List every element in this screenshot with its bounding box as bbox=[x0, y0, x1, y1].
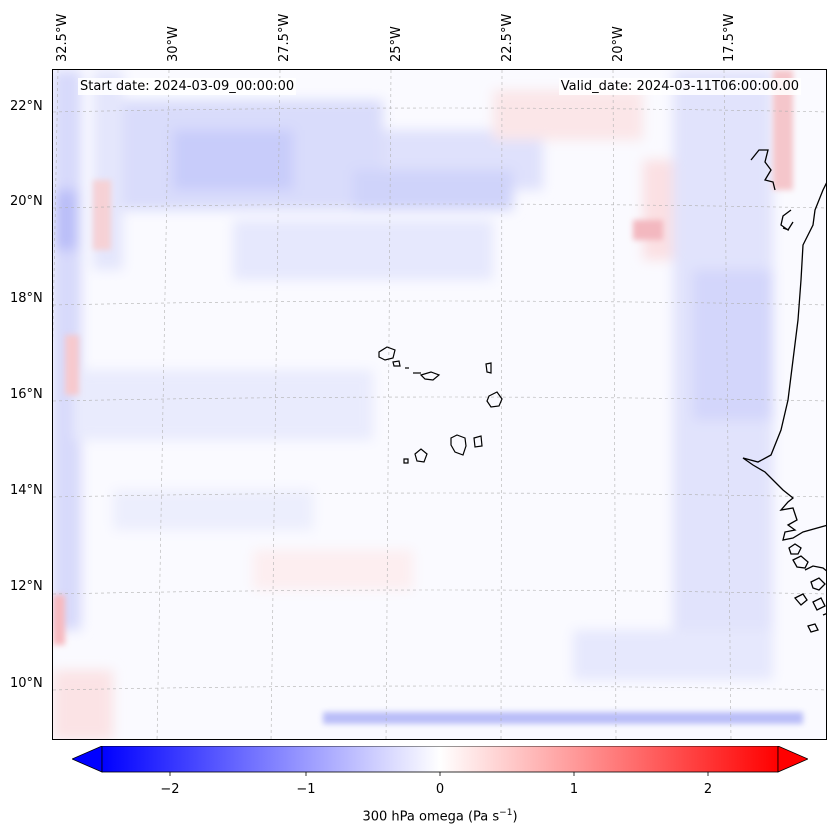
lat-label-10n: 10°N bbox=[10, 676, 43, 691]
lat-label-22n: 22°N bbox=[10, 99, 43, 114]
colorbar-tick-label: −1 bbox=[296, 782, 316, 797]
colorbar-gradient bbox=[101, 746, 779, 773]
field-bands bbox=[53, 70, 803, 724]
lat-label-14n: 14°N bbox=[10, 483, 43, 498]
lon-label-30w: 30°W bbox=[166, 26, 181, 62]
lon-label-27-5w: 27.5°W bbox=[277, 13, 292, 62]
colorbar-tick-label: 2 bbox=[703, 782, 713, 797]
lon-label-25w: 25°W bbox=[389, 26, 404, 62]
colorbar-label-main: 300 hPa omega (Pa s bbox=[362, 809, 500, 825]
lon-label-20w: 20°W bbox=[611, 26, 626, 62]
colorbar-extend-high bbox=[777, 746, 808, 773]
cape-verde-islands bbox=[378, 346, 503, 464]
colorbar-extend-low bbox=[72, 746, 103, 773]
colorbar bbox=[72, 746, 808, 776]
lon-label-17-5w: 17.5°W bbox=[722, 13, 737, 62]
colorbar-label-exponent: −1 bbox=[499, 808, 513, 818]
lon-label-22-5w: 22.5°W bbox=[500, 13, 515, 62]
valid-date-label: Valid_date: 2024-03-11T06:00:00.00 bbox=[558, 78, 801, 95]
omega-field-map bbox=[53, 70, 826, 739]
colorbar-tick-label: 0 bbox=[435, 782, 445, 797]
colorbar-label: 300 hPa omega (Pa s−1) bbox=[362, 808, 517, 824]
colorbar-tick-label: 1 bbox=[569, 782, 579, 797]
colorbar-tick-label: −2 bbox=[160, 782, 180, 797]
lat-label-18n: 18°N bbox=[10, 291, 43, 306]
field-patches bbox=[53, 70, 773, 739]
lon-label-32-5w: 32.5°W bbox=[55, 13, 70, 62]
lat-label-16n: 16°N bbox=[10, 387, 43, 402]
map-panel[interactable]: Start date: 2024-03-09_00:00:00 Valid_da… bbox=[52, 69, 827, 740]
colorbar-label-close: ) bbox=[512, 809, 518, 825]
start-date-label: Start date: 2024-03-09_00:00:00 bbox=[78, 78, 297, 95]
lat-label-12n: 12°N bbox=[10, 579, 43, 594]
coastline-africa bbox=[742, 149, 826, 633]
lat-label-20n: 20°N bbox=[10, 194, 43, 209]
graticule bbox=[53, 70, 826, 739]
